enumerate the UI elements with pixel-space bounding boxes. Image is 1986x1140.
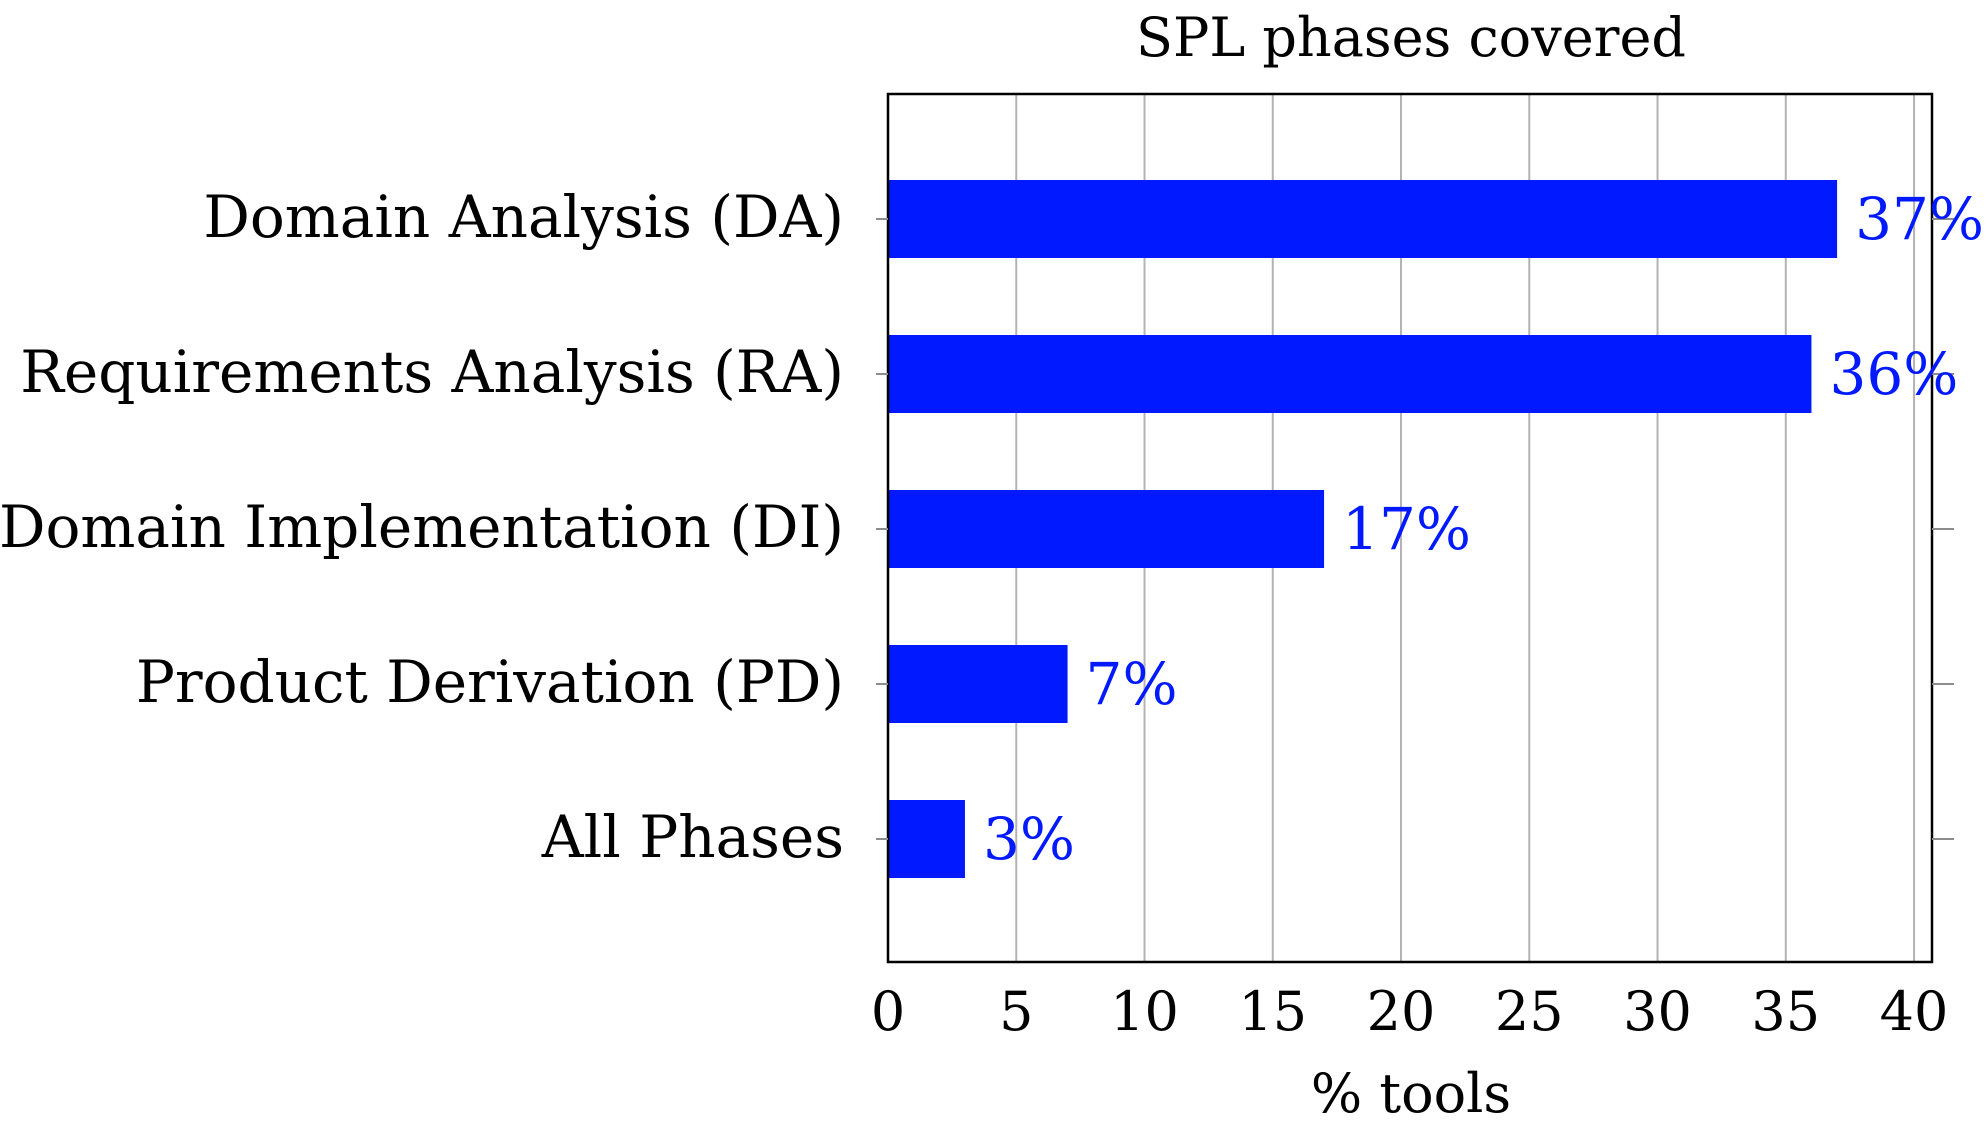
- data-label: 7%: [1086, 650, 1178, 718]
- x-axis-title: % tools: [1311, 1062, 1511, 1125]
- x-tick-label: 25: [1495, 980, 1564, 1043]
- bar: [888, 180, 1838, 258]
- data-label: 37%: [1855, 185, 1984, 253]
- x-tick-label: 40: [1880, 980, 1949, 1043]
- x-tick-label: 30: [1623, 980, 1692, 1043]
- x-tick-label: 20: [1367, 980, 1436, 1043]
- x-tick-label: 15: [1238, 980, 1307, 1043]
- bar: [888, 645, 1068, 723]
- bars: [888, 180, 1838, 878]
- chart-title: SPL phases covered: [1136, 6, 1686, 69]
- x-tick-label: 35: [1751, 980, 1820, 1043]
- x-tick-label: 0: [871, 980, 905, 1043]
- category-label: All Phases: [541, 803, 844, 871]
- category-label: Product Derivation (PD): [136, 648, 844, 716]
- data-label: 17%: [1342, 495, 1471, 563]
- bar: [888, 800, 965, 878]
- bar: [888, 335, 1812, 413]
- data-label: 3%: [983, 805, 1075, 873]
- category-label: Domain Implementation (DI): [0, 493, 844, 561]
- x-tick-label: 10: [1110, 980, 1179, 1043]
- x-tick-label: 5: [999, 980, 1033, 1043]
- labels: 0 5 10 15 20 25 30 35 40 Domain Analysis (DA) 37% R…: [0, 183, 1984, 1043]
- data-label: 36%: [1829, 340, 1958, 408]
- category-label: Requirements Analysis (RA): [20, 338, 844, 406]
- category-label: Domain Analysis (DA): [203, 183, 844, 251]
- ticks: [876, 218, 1954, 840]
- bar: [888, 490, 1325, 568]
